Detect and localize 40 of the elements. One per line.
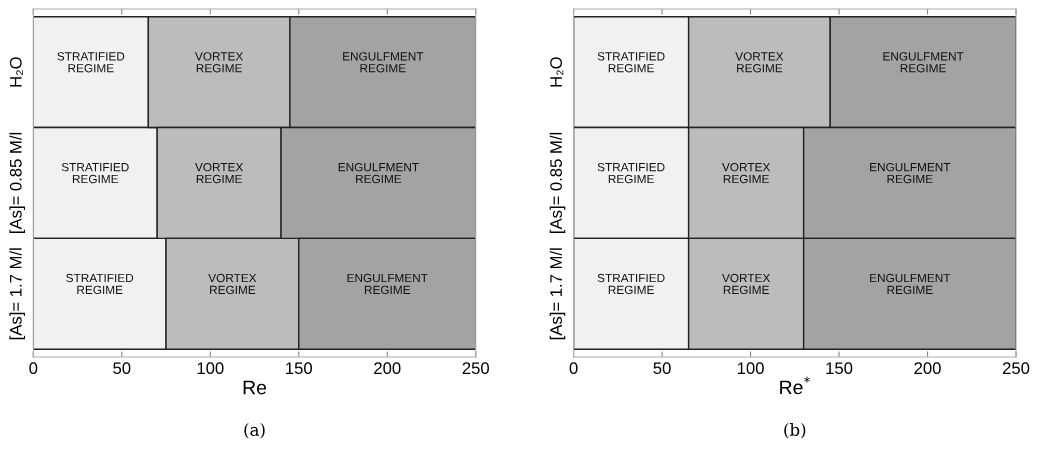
y-tick-label: [As]= 1.7 M/l	[9, 248, 25, 340]
text: STRATIFIED REGIME	[66, 273, 134, 295]
y-tick-label: [As]= 0.85 M/l	[549, 132, 566, 233]
x-tick-label: 0	[569, 362, 578, 375]
text: STRATIFIED REGIME	[61, 162, 129, 184]
series-label: STRATIFIED REGIME	[597, 52, 665, 73]
text: ENGULFMENT REGIME	[870, 273, 951, 295]
text: ENGULFMENT REGIME	[343, 52, 424, 73]
y-tick-label: [As]= 0.85 M/l	[9, 132, 25, 233]
x-tick-label: 100	[737, 362, 764, 375]
x-axis-title: Re$^{*}$	[780, 376, 811, 395]
x-tick-label: 150	[286, 362, 313, 375]
series-label: VORTEX REGIME	[722, 162, 771, 184]
text: STRATIFIED REGIME	[597, 162, 665, 184]
x-tick-label: 50	[113, 362, 131, 375]
text: VORTEX REGIME	[208, 273, 257, 295]
y-tick-label: H₂O	[550, 57, 564, 87]
text: VORTEX REGIME	[735, 52, 784, 73]
x-axis-title: Re	[243, 380, 267, 395]
x-tick-label: 250	[462, 362, 489, 375]
y-tick-label: H₂O	[9, 57, 23, 87]
y-tick-label: [As]= 1.7 M/l	[549, 248, 566, 340]
text: (b)	[784, 423, 806, 439]
series-label: ENGULFMENT REGIME	[338, 162, 419, 184]
series-label: ENGULFMENT REGIME	[870, 162, 951, 184]
x-tick-label: 150	[826, 362, 853, 375]
x-tick-label: 0	[29, 362, 38, 375]
text: VORTEX REGIME	[722, 273, 771, 295]
x-tick-label: 200	[914, 362, 941, 375]
text: STRATIFIED REGIME	[597, 273, 665, 295]
text: ENGULFMENT REGIME	[883, 52, 964, 73]
x-tick-label: 200	[374, 362, 401, 375]
series-label: STRATIFIED REGIME	[57, 52, 125, 73]
series-label: VORTEX REGIME	[195, 162, 244, 184]
x-tick-label: 250	[1002, 362, 1030, 375]
x-tick-label: 50	[653, 362, 671, 375]
text: ENGULFMENT REGIME	[347, 273, 428, 295]
x-tick-label: 100	[197, 362, 224, 375]
text: VORTEX REGIME	[195, 52, 244, 73]
text: (a)	[244, 423, 265, 439]
